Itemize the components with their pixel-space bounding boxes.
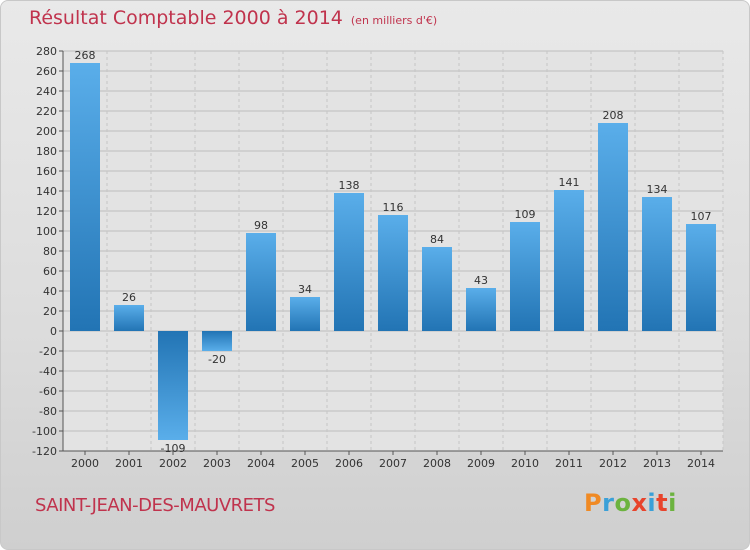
logo-letter: i	[647, 489, 657, 517]
y-tick-label: -80	[39, 405, 57, 418]
x-tick-label-2008: 2008	[423, 457, 451, 470]
y-tick-label: -20	[39, 345, 57, 358]
y-tick-label: 240	[36, 85, 57, 98]
data-label-2007: 116	[383, 201, 404, 214]
bar-2013	[642, 197, 672, 331]
proxiti-logo: Proxiti	[584, 489, 677, 517]
y-tick-label: 20	[43, 305, 57, 318]
data-label-2014: 107	[691, 210, 712, 223]
bar-2008	[422, 247, 452, 331]
x-tick-label-2011: 2011	[555, 457, 583, 470]
y-tick-label: 120	[36, 205, 57, 218]
logo-letter: r	[602, 489, 615, 517]
data-label-2010: 109	[515, 208, 536, 221]
data-label-2011: 141	[559, 176, 580, 189]
chart-title: Résultat Comptable 2000 à 2014 (en millie…	[29, 7, 437, 29]
y-tick-label: 80	[43, 245, 57, 258]
y-tick-label: 0	[50, 325, 57, 338]
y-tick-label: -120	[32, 445, 57, 458]
data-label-2013: 134	[647, 183, 668, 196]
chart-subtitle: (en milliers d'€)	[350, 14, 438, 27]
bar-2007	[378, 215, 408, 331]
x-tick-label-2009: 2009	[467, 457, 495, 470]
y-tick-label: 100	[36, 225, 57, 238]
x-tick-label-2005: 2005	[291, 457, 319, 470]
data-label-2000: 268	[75, 49, 96, 62]
y-tick-label: 60	[43, 265, 57, 278]
bar-2010	[510, 222, 540, 331]
bar-2002	[158, 331, 188, 440]
x-tick-label-2013: 2013	[643, 457, 671, 470]
logo-letter: o	[614, 489, 632, 517]
bar-2009	[466, 288, 496, 331]
commune-name: SAINT-JEAN-DES-MAUVRETS	[35, 495, 275, 516]
x-tick-label-2010: 2010	[511, 457, 539, 470]
bar-2005	[290, 297, 320, 331]
bar-2014	[686, 224, 716, 331]
logo-letter: x	[631, 489, 648, 517]
logo-letter: t	[656, 489, 669, 517]
logo-letter: P	[584, 489, 603, 517]
data-label-2002: -109	[161, 442, 186, 455]
x-tick-label-2014: 2014	[687, 457, 715, 470]
y-tick-label: 180	[36, 145, 57, 158]
data-label-2009: 43	[474, 274, 488, 287]
y-tick-label: -40	[39, 365, 57, 378]
y-tick-label: 200	[36, 125, 57, 138]
x-tick-label-2004: 2004	[247, 457, 275, 470]
y-tick-label: 140	[36, 185, 57, 198]
data-label-2003: -20	[208, 353, 226, 366]
logo-letter: i	[668, 489, 677, 517]
data-label-2012: 208	[603, 109, 624, 122]
bar-2001	[114, 305, 144, 331]
data-label-2001: 26	[122, 291, 136, 304]
x-tick-label-2007: 2007	[379, 457, 407, 470]
y-tick-label: 220	[36, 105, 57, 118]
y-tick-label: -60	[39, 385, 57, 398]
y-tick-label: 260	[36, 65, 57, 78]
bar-2012	[598, 123, 628, 331]
x-tick-label-2012: 2012	[599, 457, 627, 470]
y-tick-label: -100	[32, 425, 57, 438]
y-tick-label: 280	[36, 45, 57, 58]
bar-2006	[334, 193, 364, 331]
bar-2011	[554, 190, 584, 331]
data-label-2004: 98	[254, 219, 268, 232]
y-tick-label: 160	[36, 165, 57, 178]
x-tick-label-2002: 2002	[159, 457, 187, 470]
data-label-2008: 84	[430, 233, 444, 246]
bar-2003	[202, 331, 232, 351]
bar-2004	[246, 233, 276, 331]
data-label-2005: 34	[298, 283, 312, 296]
chart-title-text: Résultat Comptable 2000 à 2014	[29, 7, 343, 29]
x-tick-label-2003: 2003	[203, 457, 231, 470]
x-tick-label-2006: 2006	[335, 457, 363, 470]
x-tick-label-2001: 2001	[115, 457, 143, 470]
x-tick-label-2000: 2000	[71, 457, 99, 470]
y-tick-label: 40	[43, 285, 57, 298]
bar-2000	[70, 63, 100, 331]
data-label-2006: 138	[339, 179, 360, 192]
